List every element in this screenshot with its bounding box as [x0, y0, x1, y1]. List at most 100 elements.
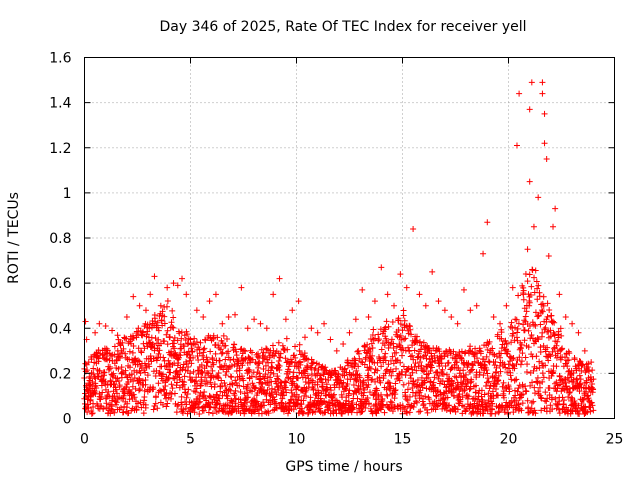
data-point [467, 307, 474, 314]
data-point [163, 331, 170, 338]
data-point [530, 321, 537, 328]
data-point [213, 401, 220, 408]
data-point [508, 319, 515, 326]
data-point [565, 357, 572, 364]
data-point [289, 307, 296, 314]
data-point [528, 331, 535, 338]
data-point [251, 385, 258, 392]
data-point [407, 353, 414, 360]
data-point [159, 308, 166, 315]
data-point [141, 387, 148, 394]
data-point [322, 364, 329, 371]
data-point [409, 352, 416, 359]
data-point [153, 357, 160, 364]
data-point [317, 372, 324, 379]
data-point [204, 358, 211, 365]
data-point [231, 392, 238, 399]
data-point [412, 393, 419, 400]
data-point [151, 273, 158, 280]
data-point [435, 397, 442, 404]
data-point [296, 341, 303, 348]
data-point [198, 361, 205, 368]
data-point [296, 347, 303, 354]
data-point [264, 346, 271, 353]
data-point [346, 387, 353, 394]
data-point [410, 403, 417, 410]
data-point [282, 400, 289, 407]
data-point [87, 397, 94, 404]
data-point [211, 381, 218, 388]
data-point [490, 393, 497, 400]
data-point [301, 350, 308, 357]
data-point [524, 278, 531, 285]
data-point [183, 360, 190, 367]
data-point [412, 360, 419, 367]
data-point [373, 410, 380, 417]
data-point [470, 362, 477, 369]
data-point [517, 394, 524, 401]
data-point [160, 371, 166, 378]
data-point [480, 410, 487, 417]
data-point [495, 377, 502, 384]
y-tick-label: 1 [63, 186, 72, 202]
data-point [231, 341, 238, 348]
data-point [242, 348, 249, 355]
data-point [395, 317, 402, 324]
data-point [547, 402, 554, 409]
data-point [526, 178, 533, 185]
data-point [197, 383, 204, 390]
data-point [427, 378, 434, 385]
data-point [237, 346, 244, 353]
data-point [304, 410, 311, 417]
data-point [523, 368, 530, 375]
data-point [270, 291, 277, 298]
data-point [171, 340, 178, 347]
data-point [346, 329, 353, 336]
data-point [548, 396, 555, 403]
data-point [410, 378, 417, 385]
data-point [372, 335, 379, 342]
data-point [374, 387, 381, 394]
data-point [184, 390, 191, 397]
data-point [155, 336, 162, 343]
data-point [189, 348, 196, 355]
data-point [541, 326, 548, 333]
data-point [169, 324, 176, 331]
data-point [405, 344, 412, 351]
data-point [513, 316, 520, 323]
data-point [413, 399, 420, 406]
data-point [521, 317, 528, 324]
data-point [528, 351, 535, 358]
data-point [422, 352, 429, 359]
data-point [388, 404, 395, 411]
data-point [548, 312, 555, 319]
data-point [531, 274, 538, 281]
data-point [150, 406, 157, 413]
data-point [107, 377, 114, 384]
data-point [417, 408, 424, 415]
data-point [222, 356, 229, 363]
data-point [278, 399, 285, 406]
data-point [393, 365, 400, 372]
data-point [367, 336, 374, 343]
data-point [203, 354, 210, 361]
data-point [84, 409, 91, 416]
data-point [437, 356, 444, 363]
data-point [137, 386, 144, 393]
data-point [82, 318, 89, 325]
data-point [483, 367, 490, 374]
data-point [566, 389, 573, 396]
data-point [540, 293, 547, 300]
data-point [82, 390, 89, 397]
data-point [301, 334, 308, 341]
data-point [400, 312, 407, 319]
data-point [99, 389, 106, 396]
data-point [538, 407, 545, 414]
data-point [544, 313, 551, 320]
data-point [191, 409, 198, 416]
data-point [124, 400, 131, 407]
data-point [543, 156, 550, 163]
data-point [382, 357, 389, 364]
data-point [525, 344, 532, 351]
data-point [335, 399, 342, 406]
